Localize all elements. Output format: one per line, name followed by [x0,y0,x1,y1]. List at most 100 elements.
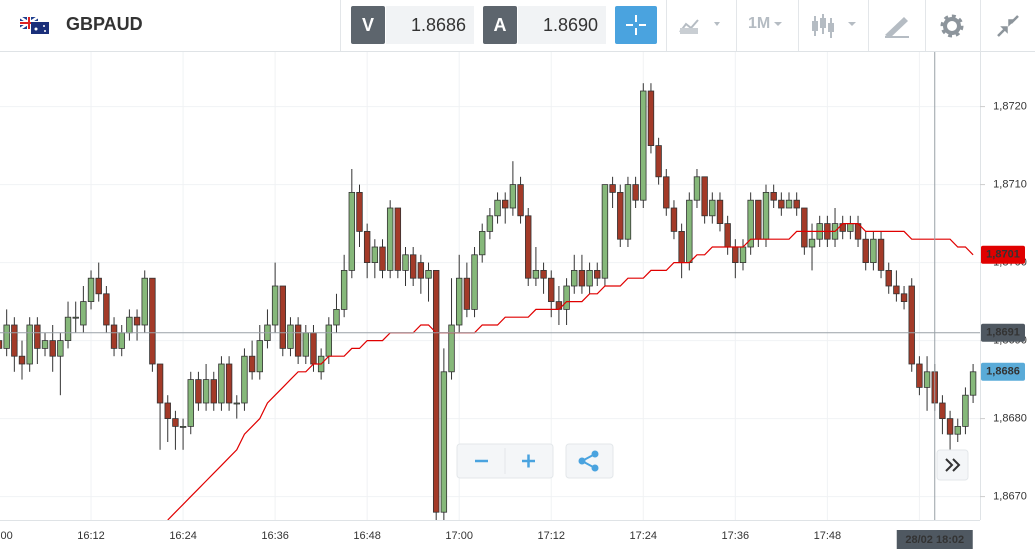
candle-body [271,285,279,326]
toolbar: GBPAUD V 1.8686 A 1.8690 1M [0,0,1035,52]
candle-body [785,199,793,209]
candle-body [801,207,808,248]
flag-icon [20,17,49,34]
candle-body [486,215,494,232]
x-tick-label: 17:36 [722,530,750,542]
x-tick-label: 16:00 [0,530,13,542]
candle-body [80,301,87,326]
candle-body [218,363,225,404]
settings-button[interactable] [938,12,966,40]
candle-body [877,238,885,271]
candle-body [195,379,202,404]
candle-body [118,332,125,349]
candle-body [348,191,356,271]
zoom-controls [456,443,969,481]
ask-price[interactable]: 1.8690 [518,6,606,44]
candle-body [310,332,317,365]
crosshair-date-box [896,530,973,549]
candle-body [402,254,409,271]
candle-body [885,269,892,287]
candle-body [363,230,371,263]
x-tick-label: 17:12 [537,530,565,542]
candle-body [548,277,555,302]
candle-button[interactable] [810,12,862,40]
candle-body [709,199,716,217]
candle-body [133,316,141,326]
price-badge-label: 1,8691 [986,327,1020,339]
candle-body [908,285,915,365]
minimize-button[interactable] [994,12,1022,40]
candle-body [394,207,402,271]
chart-type-button[interactable] [676,14,728,38]
bid-label[interactable]: V [351,6,385,44]
candle-body [670,207,678,232]
moving-average-line [167,223,974,520]
price-badge [981,245,1025,264]
candle-body [778,199,785,209]
candle-body [225,363,233,404]
candle-body [463,277,471,310]
candle-body [294,324,302,357]
x-tick-label: 16:48 [353,530,381,542]
candle-body [900,293,908,303]
chart: 1,86701,86801,86901,87001,87101,872016:0… [0,52,1035,552]
ask-label[interactable]: A [483,6,517,44]
candle-body [287,324,294,349]
candle-body [617,191,624,240]
price-badge [981,323,1025,342]
candle-body [87,277,95,302]
candle-body [701,176,708,217]
crosshair-date-label: 28/02 18:02 [905,534,964,546]
candle-body [325,324,333,357]
crosshair-button[interactable] [615,6,657,44]
candle-body [594,269,601,279]
candle-body [693,176,701,201]
candle-body [172,418,179,427]
candle-body [210,379,217,404]
candle-body [103,293,110,326]
candle-body [455,277,463,326]
candle-body [739,246,747,263]
candle-body [256,340,263,373]
candle-body [149,277,156,365]
candle-body [479,230,486,256]
bid-price[interactable]: 1.8686 [386,6,474,44]
candle-body [847,223,854,232]
candle-body [862,238,869,263]
draw-button[interactable] [882,13,912,39]
candle-body [126,316,133,334]
x-tick-label: 17:24 [630,530,658,542]
candle-body [371,246,379,263]
candle-body [793,199,800,209]
price-badge-label: 1,8686 [986,366,1020,378]
candle-body [540,269,547,279]
y-tick-label: 1,8670 [993,491,1027,503]
candle-body [95,277,102,295]
candle-body [601,184,609,279]
candle-body [57,340,64,357]
candle-body [49,340,56,357]
candle-body [302,332,309,357]
y-tick-label: 1,8710 [993,179,1027,191]
timeframe[interactable]: 1M [748,15,771,32]
candle-body [356,191,363,232]
candle-body [233,402,240,405]
candle-body [440,371,448,513]
candle-body [26,324,33,365]
price-badge-label: 1,8701 [986,249,1020,261]
candle-body [248,355,256,373]
candle-body [494,199,501,217]
x-tick-label: 17:48 [814,530,842,542]
candle-body [164,402,171,419]
candle-body [110,324,118,349]
candle-body [379,246,386,271]
share-button[interactable] [565,443,614,479]
candle-body [571,269,578,287]
candle-body [532,269,540,279]
candle-body [432,269,440,513]
candle-body [916,363,923,388]
candle-body [448,324,455,373]
candle-body [870,238,877,263]
candle-body [525,215,532,279]
candle-body [586,269,593,287]
